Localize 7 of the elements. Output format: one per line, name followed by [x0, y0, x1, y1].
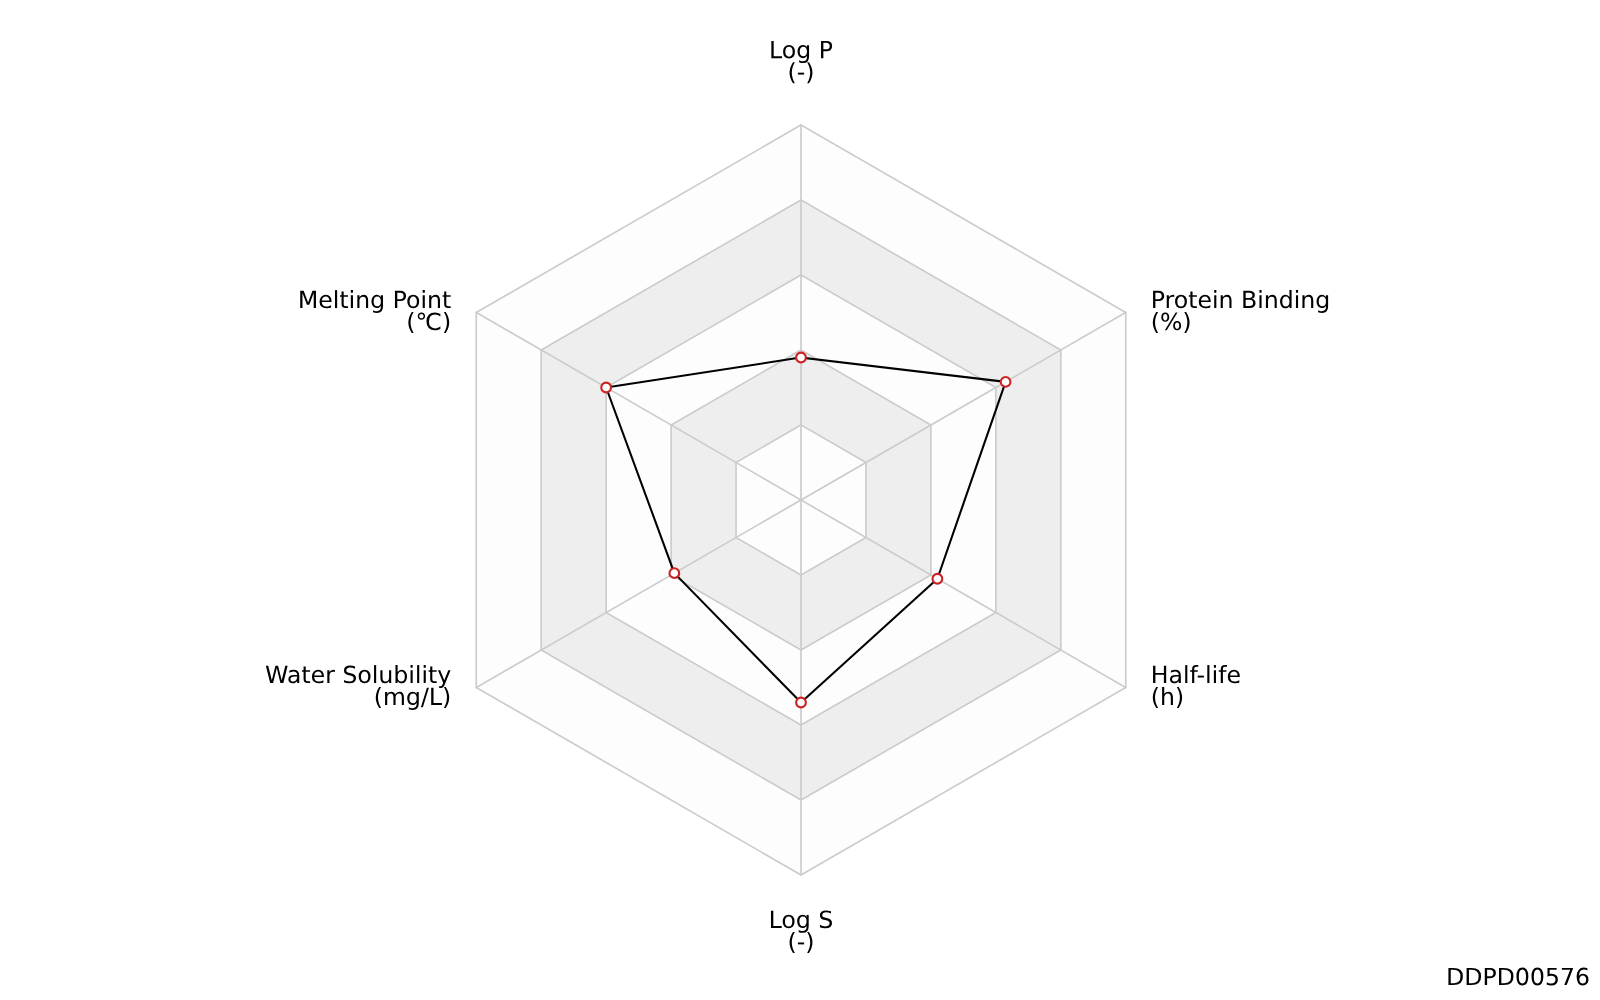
- text: DDPD00576: [1448, 967, 1589, 986]
- spoke-label: Log P (-): [771, 40, 833, 84]
- spoke-label: Protein Binding (%): [1152, 290, 1329, 334]
- spoke-label: Melting Point (℃): [300, 290, 451, 334]
- spoke-label: Half-life (h): [1152, 665, 1240, 709]
- spoke-label: Log S (-): [770, 910, 833, 954]
- spoke-label: Water Solubility (mg/L): [265, 665, 451, 710]
